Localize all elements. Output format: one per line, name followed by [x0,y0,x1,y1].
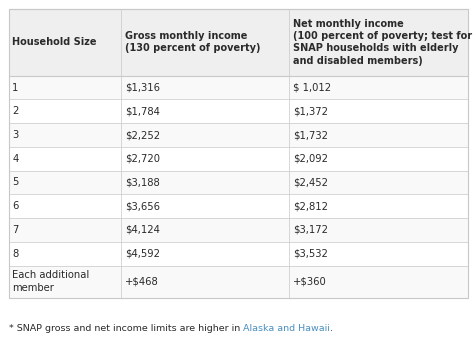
Text: 3: 3 [12,130,18,140]
Text: 4: 4 [12,154,18,164]
Text: 2: 2 [12,106,18,116]
Text: $3,656: $3,656 [125,201,160,211]
Text: Net monthly income
(100 percent of poverty; test for
SNAP households with elderl: Net monthly income (100 percent of pover… [293,19,472,66]
Text: $3,172: $3,172 [293,225,328,235]
Text: 8: 8 [12,249,18,259]
Text: 1: 1 [12,83,18,93]
Text: 7: 7 [12,225,18,235]
Text: Each additional
member: Each additional member [12,270,90,293]
Text: $2,252: $2,252 [125,130,160,140]
Bar [9,76,468,99]
Bar [9,266,468,298]
Text: 5: 5 [12,178,18,187]
Text: $1,732: $1,732 [293,130,328,140]
Text: $1,784: $1,784 [125,106,160,116]
Text: $4,124: $4,124 [125,225,160,235]
Text: +$468: +$468 [125,277,159,287]
Text: 6: 6 [12,201,18,211]
Bar [9,194,468,218]
Text: $1,316: $1,316 [125,83,160,93]
Text: Gross monthly income
(130 percent of poverty): Gross monthly income (130 percent of pov… [125,31,261,53]
Text: .: . [329,324,333,333]
Bar [9,99,468,123]
Text: $4,592: $4,592 [125,249,160,259]
Text: Alaska and Hawaii: Alaska and Hawaii [243,324,329,333]
Text: $2,452: $2,452 [293,178,328,187]
Bar [9,218,468,242]
Text: $2,812: $2,812 [293,201,328,211]
Text: $1,372: $1,372 [293,106,328,116]
Text: $ 1,012: $ 1,012 [293,83,331,93]
Text: * SNAP gross and net income limits are higher in: * SNAP gross and net income limits are h… [9,324,243,333]
Bar [9,123,468,147]
Bar [9,147,468,171]
Bar [9,9,468,298]
Bar [9,242,468,266]
Bar [9,9,468,76]
Text: $3,188: $3,188 [125,178,160,187]
Text: $2,092: $2,092 [293,154,328,164]
Text: $3,532: $3,532 [293,249,328,259]
Text: Household Size: Household Size [12,37,97,47]
Bar [9,171,468,194]
Text: +$360: +$360 [293,277,327,287]
Text: $2,720: $2,720 [125,154,160,164]
